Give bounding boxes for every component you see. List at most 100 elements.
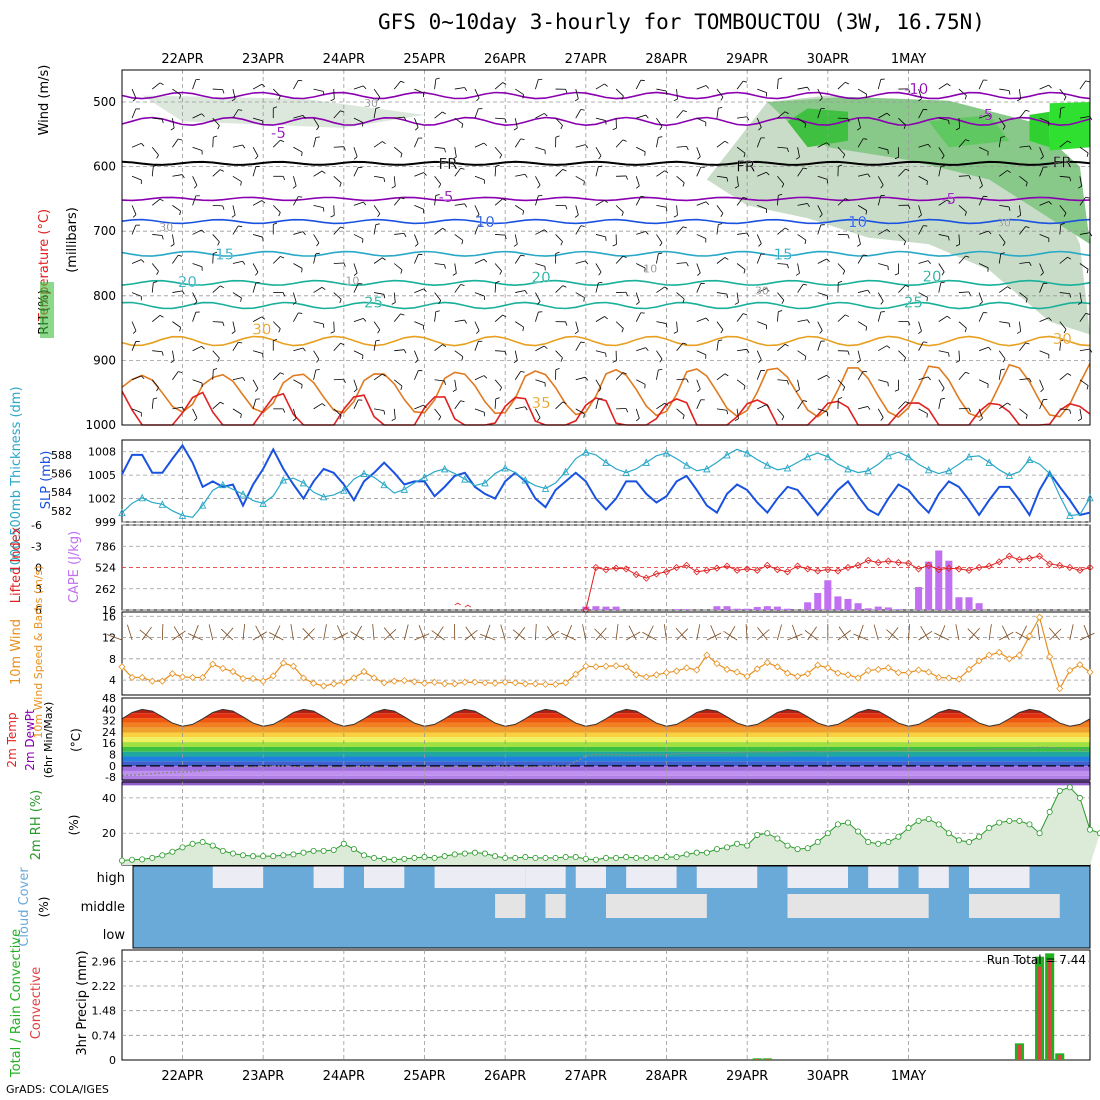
wind-barb xyxy=(555,234,563,242)
cape-tick-label: 524 xyxy=(95,562,116,575)
wind-barb xyxy=(515,173,526,177)
wind-barb xyxy=(756,234,762,244)
wind-barb xyxy=(555,285,564,293)
wind-barb-flag xyxy=(442,344,447,347)
wind-barb-flag xyxy=(965,139,970,142)
wind-barb xyxy=(1019,261,1030,264)
wind-barb-flag xyxy=(908,321,911,326)
li-point xyxy=(612,564,620,572)
contour-line xyxy=(121,363,1091,418)
wind-barb-flag xyxy=(423,288,427,293)
wind-barb xyxy=(757,321,767,326)
wind-barb-flag xyxy=(403,233,407,238)
wind-barb-flag xyxy=(682,110,687,113)
rh2m-point xyxy=(1056,787,1063,794)
thickness-point xyxy=(1086,493,1094,502)
wind-barb xyxy=(958,321,967,329)
wind-barb xyxy=(212,401,221,410)
wind-barb xyxy=(414,118,419,128)
wind-barb-flag xyxy=(718,339,723,342)
wind-barb xyxy=(676,378,687,381)
wind-barb-flag xyxy=(1069,293,1072,298)
wind-barb-flag xyxy=(153,281,158,284)
wind-barb-flag xyxy=(238,341,243,344)
bottom-date-label: 30APR xyxy=(807,1069,849,1084)
rh2m-point xyxy=(189,840,196,847)
wind-barb xyxy=(474,175,485,181)
thickness-point xyxy=(723,450,731,459)
wind-barb-flag xyxy=(847,350,850,355)
li-point xyxy=(683,561,691,569)
bottom-date-label: 28APR xyxy=(645,1069,687,1084)
wind-barb xyxy=(1079,176,1083,187)
contour-label: 25 xyxy=(364,293,383,311)
wind-barb xyxy=(393,263,403,271)
wind-barb-flag xyxy=(574,330,579,334)
wind-barb-flag xyxy=(795,389,800,393)
wind-speed-point xyxy=(1015,651,1023,659)
rh2m-point xyxy=(270,853,277,860)
wind-barb-flag xyxy=(438,416,442,421)
wind-barb xyxy=(797,284,804,293)
surface-barb xyxy=(1048,627,1061,641)
wind-barb xyxy=(131,321,137,332)
wind-barb-flag xyxy=(339,415,342,420)
wind-barb-flag xyxy=(179,327,181,332)
wind-barb xyxy=(716,340,719,351)
wind-barb xyxy=(595,166,599,177)
wind-barb-flag xyxy=(353,272,358,276)
wind-barb-flag xyxy=(222,205,225,210)
wind-barb-flag xyxy=(734,418,739,422)
wind-speed-point xyxy=(390,677,398,685)
wind-barb xyxy=(998,253,1002,264)
wind-barb-flag xyxy=(141,375,145,380)
wind-speed-point xyxy=(642,673,650,681)
cloud-gap-high xyxy=(969,866,1030,888)
wind-barb xyxy=(716,321,724,330)
wind-barb xyxy=(817,321,823,331)
wind-barb-flag xyxy=(132,97,137,102)
li-point xyxy=(864,556,872,564)
li-point xyxy=(602,566,610,574)
wind-barb xyxy=(777,311,779,322)
wind-barb xyxy=(172,406,183,410)
li-point xyxy=(915,565,923,573)
surface-barb xyxy=(242,624,246,641)
surface-barb xyxy=(500,624,506,641)
wind-barb xyxy=(474,341,479,351)
wind-barb-flag xyxy=(278,212,281,217)
wind-barb xyxy=(172,174,183,177)
wind-barb-flag xyxy=(153,397,158,400)
wind-barb xyxy=(454,117,464,125)
wind-barb-flag xyxy=(743,153,746,158)
wind-barb xyxy=(797,263,800,274)
wind-barb-flag xyxy=(746,232,750,237)
wind-barb xyxy=(817,224,822,235)
wind-speed-point xyxy=(340,678,348,686)
wind-barb xyxy=(918,292,928,298)
contour-label: 20 xyxy=(178,273,197,291)
wind-barb xyxy=(958,255,966,264)
cloud-gap-high xyxy=(787,866,848,888)
wind-barb xyxy=(575,109,582,119)
thickness-point xyxy=(259,499,267,507)
wind-barb xyxy=(252,379,259,389)
surface-barb xyxy=(745,624,748,641)
wind-barb-flag xyxy=(968,175,971,180)
wind-barb xyxy=(737,232,748,235)
rh2m-point xyxy=(371,854,378,861)
wind-barb-flag xyxy=(403,116,407,121)
wind-barb xyxy=(454,87,465,90)
wind-barb xyxy=(898,168,906,177)
surface-barb xyxy=(269,632,284,641)
wind-barb xyxy=(676,262,687,264)
pressure-tick-label: 1000 xyxy=(85,418,116,432)
wind-barb-flag xyxy=(273,338,278,342)
wind-barb xyxy=(777,227,786,235)
wind-barb-flag xyxy=(483,375,488,379)
wind-barb-flag xyxy=(322,91,325,96)
wind-barb xyxy=(938,117,949,121)
temp-band xyxy=(122,751,1090,757)
wind-speed-point xyxy=(501,678,509,686)
wind-speed-point xyxy=(380,679,388,687)
